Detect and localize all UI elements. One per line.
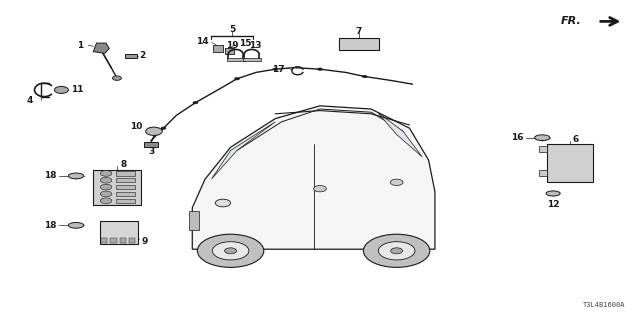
Circle shape [225,248,237,254]
Ellipse shape [68,222,84,228]
Bar [212,45,223,52]
Text: 6: 6 [573,135,579,144]
Circle shape [317,68,323,70]
Circle shape [212,242,249,260]
Text: 18: 18 [44,172,57,180]
Polygon shape [93,43,109,53]
Text: 19: 19 [226,41,239,50]
Text: 9: 9 [141,237,148,246]
Circle shape [234,77,239,80]
Bar [189,211,198,230]
Text: 17: 17 [272,65,285,74]
Bar [539,146,547,152]
Text: 15: 15 [239,39,252,48]
Text: 12: 12 [547,200,559,209]
Text: 11: 11 [71,85,83,94]
Bar [539,170,547,176]
Circle shape [378,242,415,260]
Bar [116,178,136,182]
Circle shape [362,75,367,78]
Text: T3L4B1600A: T3L4B1600A [583,302,625,308]
Text: FR.: FR. [561,16,582,27]
Bar [339,38,379,50]
Bar [547,144,593,182]
Polygon shape [211,122,275,179]
Text: 13: 13 [248,41,261,50]
Text: 3: 3 [148,147,154,156]
Text: 16: 16 [511,133,523,142]
Bar [93,170,141,204]
Bar [116,185,136,189]
Bar [145,142,159,147]
Circle shape [390,248,403,254]
Text: 18: 18 [44,221,57,230]
Text: 14: 14 [196,37,208,46]
Bar [225,48,234,54]
Text: 2: 2 [140,51,145,60]
Circle shape [193,101,198,104]
Circle shape [273,68,278,70]
Text: 10: 10 [130,122,143,131]
Circle shape [100,198,112,204]
Bar [129,238,136,243]
Circle shape [215,199,230,207]
Circle shape [113,76,122,80]
Ellipse shape [68,173,84,179]
Circle shape [100,184,112,190]
Circle shape [197,234,264,268]
Circle shape [364,234,430,268]
Ellipse shape [546,191,560,196]
Circle shape [100,171,112,176]
Text: 5: 5 [229,25,236,34]
Ellipse shape [534,135,550,140]
Polygon shape [378,112,422,157]
Bar [100,220,138,244]
Text: 4: 4 [27,96,33,105]
Text: 7: 7 [356,27,362,36]
Circle shape [146,127,163,135]
Bar [116,192,136,196]
Bar [120,238,126,243]
Bar [116,198,136,203]
Text: 8: 8 [120,160,127,169]
Circle shape [100,177,112,183]
Circle shape [100,191,112,197]
Bar [243,58,260,61]
Circle shape [314,186,326,192]
Bar [125,53,137,58]
Bar [227,58,244,61]
Bar [101,238,108,243]
Polygon shape [192,106,435,249]
Circle shape [54,86,68,93]
Circle shape [390,179,403,186]
Bar [116,171,136,176]
Text: 1: 1 [77,41,84,50]
Bar [110,238,116,243]
Circle shape [161,127,166,129]
